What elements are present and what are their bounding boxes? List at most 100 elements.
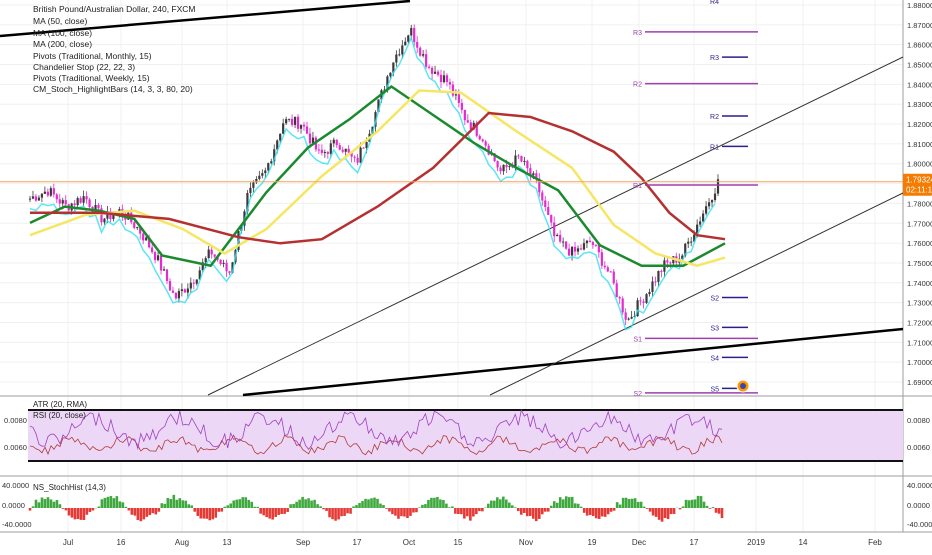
candle-body [631, 317, 633, 319]
stoch-bar [427, 500, 430, 508]
stoch-bar [418, 507, 421, 508]
stoch-bar [38, 502, 41, 508]
price-tick-label: 1.71000 [907, 338, 932, 347]
candle-body [172, 291, 174, 293]
stoch-bar [457, 508, 460, 514]
stoch-bar [337, 508, 340, 519]
candle-body [41, 194, 43, 198]
candle-body [145, 238, 147, 241]
candle-body [619, 297, 621, 298]
candle-body [550, 215, 552, 222]
stoch-bar [412, 508, 415, 513]
candle-body [479, 136, 481, 140]
candle-body [136, 227, 138, 228]
stoch-bar [514, 507, 517, 508]
time-tick-label: 19 [588, 538, 597, 547]
candle-body [690, 242, 692, 243]
stoch-bar [574, 503, 577, 508]
time-tick-label: Nov [519, 538, 533, 547]
candle-body [523, 161, 525, 162]
candle-body [38, 198, 40, 201]
stoch-bar [382, 505, 385, 508]
candle-body [166, 269, 168, 281]
stoch-bar [637, 502, 640, 508]
stoch-bar [385, 508, 388, 509]
weekly-pivot-label: S2 [710, 295, 719, 302]
time-tick-label: 14 [799, 538, 808, 547]
price-tick-label: 1.82000 [907, 120, 932, 129]
stoch-bar [92, 508, 95, 510]
stoch-bar [628, 499, 631, 508]
candle-body [225, 263, 227, 271]
stoch-bar [167, 498, 170, 508]
stoch-bar [424, 504, 427, 508]
stoch-bar [349, 508, 352, 514]
stoch-bar [571, 497, 574, 508]
candle-body [333, 140, 335, 144]
stoch-bar [421, 505, 424, 508]
candle-body [562, 242, 564, 243]
candle-body [142, 234, 144, 241]
stoch-bar [517, 508, 520, 511]
candle-body [714, 194, 716, 200]
weekly-pivot-label: S3 [710, 325, 719, 332]
stoch-bar [466, 508, 469, 516]
candle-body [342, 150, 344, 152]
candle-body [461, 103, 463, 110]
channel-line-upper [208, 57, 903, 395]
candle-body [565, 242, 567, 249]
candle-body [407, 35, 409, 41]
stoch-bar [490, 501, 493, 508]
stoch-bar [373, 498, 376, 508]
time-tick-label: Oct [403, 538, 416, 547]
stoch-bar [107, 497, 110, 508]
stoch-bar [125, 507, 128, 508]
legend-ma50: MA (50, close) [33, 16, 87, 26]
stoch-bar [358, 503, 361, 508]
stoch-bar [343, 508, 346, 516]
stoch-bar [247, 500, 250, 508]
candle-body [568, 249, 570, 256]
candle-body [169, 281, 171, 291]
stoch-bar [122, 502, 125, 508]
stoch-bar [286, 508, 289, 512]
stoch-bar [505, 500, 508, 508]
stoch-bar [607, 508, 610, 514]
candle-body [214, 254, 216, 256]
stoch-bar [703, 502, 706, 508]
stoch-bar [304, 499, 307, 508]
candle-body [330, 143, 332, 154]
candle-body [443, 75, 445, 82]
stoch-bar [172, 495, 175, 508]
candle-body [300, 125, 302, 129]
candle-body [357, 158, 359, 163]
stoch-bar [496, 497, 499, 508]
stoch-bar [442, 500, 445, 508]
candle-body [193, 283, 195, 284]
atr-label: ATR (20, RMA) [33, 400, 87, 409]
globe-icon[interactable] [737, 380, 749, 392]
candle-body [583, 243, 585, 249]
stoch-bar [298, 500, 301, 508]
stoch-bar [271, 508, 274, 520]
candle-body [648, 292, 650, 294]
stoch-bar [149, 508, 152, 515]
stoch-bar [655, 508, 658, 517]
candle-body [660, 271, 662, 272]
stoch-bar [619, 505, 622, 508]
candle-body [339, 145, 341, 150]
stoch-bar [169, 499, 172, 508]
stoch-bar [715, 508, 718, 513]
stoch-bar [181, 500, 184, 508]
stoch-bar [397, 508, 400, 519]
stoch-bar [451, 506, 454, 508]
candle-body [258, 176, 260, 179]
stoch-bar [50, 499, 53, 508]
stoch-bar [553, 501, 556, 508]
legend-pivots-monthly: Pivots (Traditional, Monthly, 15) [33, 51, 152, 61]
stoch-bar [622, 498, 625, 508]
stoch-bar [104, 498, 107, 508]
stoch-bar [661, 508, 664, 522]
price-tick-label: 1.86000 [907, 41, 932, 50]
